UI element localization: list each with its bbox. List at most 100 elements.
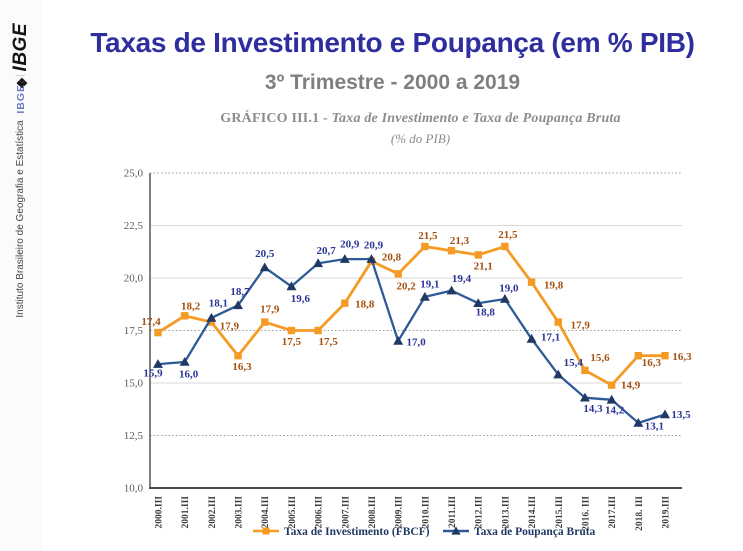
axes (149, 173, 682, 489)
data-point-label: 15,9 (143, 368, 163, 380)
data-point-label: 15,6 (590, 352, 610, 364)
chart-title: GRÁFICO III.1 - Taxa de Investimento e T… (100, 111, 741, 127)
data-point-label: 16,3 (642, 357, 662, 369)
data-point-label: 21,1 (474, 260, 493, 272)
data-point-marker (421, 242, 429, 251)
legend-marker-square (262, 527, 270, 535)
y-axis-tick-label: 12,5 (124, 430, 144, 442)
data-point-marker (206, 312, 217, 322)
data-point-marker (313, 258, 324, 268)
page-subtitle: 3º Trimestre - 2000 a 2019 (264, 71, 521, 95)
x-axis-tick-label: 2007.III (341, 496, 351, 529)
x-axis-tick-label: 2004.III (261, 496, 271, 529)
chart-subtitle: (% do PIB) (390, 131, 451, 146)
data-point-marker (394, 270, 402, 278)
data-point-label: 21,5 (418, 230, 438, 242)
data-point-marker (314, 326, 322, 335)
y-axis-tick-label: 22,5 (124, 220, 144, 232)
data-point-label: 17,5 (282, 336, 302, 348)
x-axis-tick-label: 2018. III (635, 496, 645, 531)
page-title: Taxas de Investimento e Poupança (em % P… (90, 26, 695, 58)
data-point-marker (341, 299, 349, 307)
data-point-label: 18,1 (209, 297, 228, 309)
data-point-marker (233, 300, 244, 310)
gridlines: 25,0 22,5 20,0 17,5 15,0 12,5 10,0 (124, 168, 682, 495)
legend-label: Taxa de Investimento (FBCF) (284, 526, 430, 538)
data-point-marker (527, 278, 536, 286)
data-point-label: 16,3 (232, 361, 252, 373)
data-point-marker (633, 417, 644, 427)
data-point-label: 16,3 (672, 351, 692, 363)
data-point-label: 14,2 (605, 404, 625, 416)
data-point-marker (180, 312, 189, 320)
data-point-label: 20,9 (340, 239, 360, 251)
data-point-marker (179, 357, 190, 366)
x-axis-tick-label: 2006.III (315, 496, 325, 529)
data-point-marker (419, 291, 430, 301)
data-point-marker (499, 294, 510, 303)
x-axis-tick-label: 2001.III (181, 496, 191, 529)
x-axis-tick-label: 2015.III (555, 496, 565, 529)
data-point-label: 14,3 (583, 403, 603, 415)
x-axis-tick-label: 2011.III (448, 496, 458, 528)
data-point-label: 17,0 (407, 337, 427, 349)
data-point-marker (473, 298, 484, 307)
data-point-marker (554, 318, 562, 326)
data-point-label: 17,9 (571, 320, 591, 332)
data-point-marker (526, 333, 537, 343)
y-axis-tick-label: 20,0 (124, 273, 144, 285)
data-point-label: 17,1 (541, 331, 560, 343)
data-point-marker (446, 285, 457, 295)
data-point-marker (581, 366, 589, 375)
data-point-marker (207, 318, 216, 326)
data-point-marker (579, 392, 590, 402)
data-point-label: 15,4 (564, 357, 584, 369)
chart-title-main: Taxa de Investimento e Taxa de Poupança … (331, 111, 621, 126)
x-axis-tick-label: 2008.III (368, 496, 378, 529)
legend-marker-triangle (451, 526, 461, 535)
data-point-label: 14,9 (621, 380, 641, 392)
data-point-label: 18,7 (230, 286, 250, 298)
data-point-marker (153, 359, 163, 368)
ibge-sidebar: ❖IBGE Instituto Brasileiro de Geografia … (0, 0, 42, 551)
x-axis-tick-label: 2002.III (208, 496, 218, 529)
data-point-marker (501, 242, 509, 251)
x-axis-tick-label: 2000.III (155, 496, 165, 529)
series-poupanca: 15,9 16,0 18,118,7 20,5 19,6 20,7 20,9 20,9 17,0… (143, 239, 691, 433)
x-axis-tick-label: 2014.III (528, 496, 538, 529)
data-point-label: 20,5 (255, 248, 275, 260)
data-point-label: 19,8 (544, 280, 564, 292)
data-point-marker (607, 381, 616, 389)
data-point-marker (287, 326, 296, 335)
data-point-label: 13,1 (645, 420, 664, 432)
x-axis-tick-label: 2003.III (235, 496, 245, 529)
data-point-label: 20,9 (364, 240, 384, 252)
sidebar-org-text: Instituto Brasileiro de Geografia e Esta… (0, 74, 42, 318)
data-point-label: 17,5 (318, 336, 338, 348)
data-point-marker (366, 254, 377, 263)
data-point-marker (234, 352, 242, 360)
legend-label: Taxa de Poupança Bruta (474, 526, 596, 538)
x-axis-tick-label: 2005.III (288, 496, 298, 529)
x-axis-tick-label: 2013.III (501, 496, 511, 529)
org-abbr-label: IBGE (15, 83, 27, 114)
data-point-label: 21,5 (498, 229, 518, 241)
data-point-marker (447, 247, 456, 255)
data-point-label: 17,9 (260, 304, 280, 316)
y-axis-tick-label: 17,5 (124, 325, 144, 337)
data-point-marker (606, 394, 617, 404)
data-point-marker (474, 251, 482, 259)
y-axis-tick-label: 15,0 (124, 378, 144, 390)
data-point-marker (286, 281, 297, 291)
y-axis-tick-label: 25,0 (124, 168, 144, 180)
chart-legend: Taxa de Investimento (FBCF) Taxa de Poupa… (253, 526, 596, 538)
data-point-label: 17,9 (220, 321, 240, 333)
x-axis-tick-label: 2010.III (421, 496, 431, 529)
ibge-logo-text: IBGE (10, 22, 31, 71)
data-point-label: 18,8 (476, 307, 496, 319)
data-point-marker (154, 328, 162, 337)
x-axis-labels: 2000.III 2001.III 2002.III 2003.III 2004.III… (155, 496, 672, 531)
org-separator: | (15, 74, 26, 77)
series-investimento: 17,4 18,2 17,9 16,3 17,9 17,5 17,5 18,8 20,8 20,2… (141, 229, 692, 392)
